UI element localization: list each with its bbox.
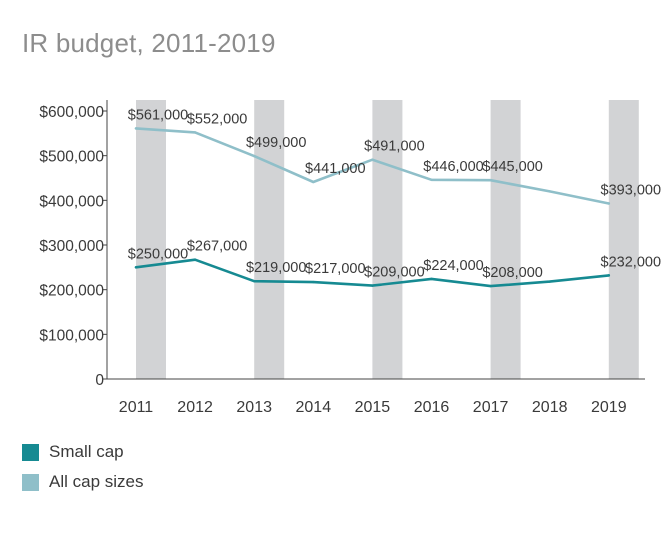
data-label: $267,000 (187, 239, 247, 255)
data-label: $441,000 (305, 161, 365, 177)
x-tick-labels: 2011 2012 2013 2014 2015 2016 2017 2018 2019 (119, 399, 627, 416)
y-tick-label: 0 (95, 372, 104, 389)
y-tick-label: $300,000 (39, 238, 104, 255)
legend-item-all-cap-sizes: All cap sizes (22, 472, 143, 492)
x-tick-label: 2011 (119, 399, 154, 416)
legend-label-all-cap-sizes: All cap sizes (49, 472, 143, 492)
data-point (430, 179, 432, 181)
shade-band-2019 (609, 100, 639, 379)
data-point (549, 190, 551, 192)
legend-item-small-cap: Small cap (22, 442, 124, 462)
y-tick-label: $400,000 (39, 193, 104, 210)
data-label: $445,000 (482, 159, 542, 175)
y-tick-labels: 0 $100,000 $200,000 $300,000 $400,000 $500,00… (39, 104, 104, 389)
data-point (371, 284, 373, 286)
x-tick-label: 2015 (355, 399, 391, 416)
data-label: $446,000 (423, 159, 483, 175)
shade-band-2011 (136, 100, 166, 379)
x-tick-label: 2018 (532, 399, 568, 416)
data-label: $491,000 (364, 139, 424, 155)
y-tick-label: $500,000 (39, 149, 104, 166)
legend-swatch-all-cap-sizes (22, 474, 39, 491)
data-label: $232,000 (601, 254, 661, 270)
data-point (253, 155, 255, 157)
data-label: $393,000 (601, 182, 661, 198)
data-label: $552,000 (187, 111, 247, 127)
x-tick-label: 2013 (236, 399, 272, 416)
legend-swatch-small-cap (22, 444, 39, 461)
line-chart: 0 $100,000 $200,000 $300,000 $400,000 $500,00… (0, 0, 663, 546)
data-point (135, 127, 137, 129)
data-label: $561,000 (128, 107, 188, 123)
data-label: $224,000 (423, 258, 483, 274)
data-point (194, 259, 196, 261)
data-label: $217,000 (305, 261, 365, 277)
data-point (135, 266, 137, 268)
shade-band-2017 (491, 100, 521, 379)
data-point (608, 274, 610, 276)
data-label: $209,000 (364, 265, 424, 281)
data-point (253, 280, 255, 282)
data-point (608, 202, 610, 204)
x-tick-label: 2012 (177, 399, 213, 416)
data-point (371, 158, 373, 160)
data-point (312, 181, 314, 183)
data-point (312, 281, 314, 283)
data-label: $250,000 (128, 246, 188, 262)
data-label: $499,000 (246, 135, 306, 151)
legend-label-small-cap: Small cap (49, 442, 124, 462)
x-tick-label: 2014 (296, 399, 332, 416)
x-tick-label: 2017 (473, 399, 509, 416)
data-point (430, 278, 432, 280)
x-tick-label: 2016 (414, 399, 450, 416)
y-tick-label: $200,000 (39, 283, 104, 300)
data-point (489, 285, 491, 287)
data-point (549, 280, 551, 282)
data-label: $219,000 (246, 260, 306, 276)
data-point (489, 179, 491, 181)
data-label: $208,000 (482, 265, 542, 281)
y-tick-label: $100,000 (39, 327, 104, 344)
x-tick-label: 2019 (591, 399, 627, 416)
data-point (194, 131, 196, 133)
y-tick-label: $600,000 (39, 104, 104, 121)
